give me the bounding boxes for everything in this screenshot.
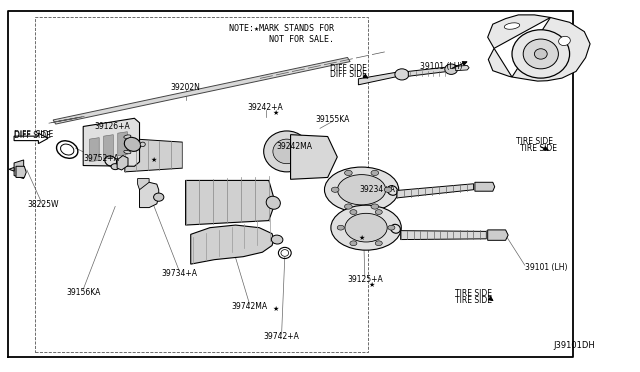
Text: ★: ★	[272, 110, 278, 116]
Ellipse shape	[344, 170, 352, 176]
Text: NOTE:★MARK STANDS FOR
        NOT FOR SALE.: NOTE:★MARK STANDS FOR NOT FOR SALE.	[229, 24, 334, 44]
Ellipse shape	[375, 241, 382, 246]
Polygon shape	[488, 48, 512, 77]
Ellipse shape	[445, 64, 458, 74]
Text: 39752+A: 39752+A	[83, 154, 119, 163]
Ellipse shape	[375, 210, 382, 215]
Polygon shape	[191, 225, 274, 264]
Ellipse shape	[512, 30, 570, 78]
Ellipse shape	[154, 193, 164, 201]
Text: DIFF  SIDE: DIFF SIDE	[14, 130, 53, 139]
Ellipse shape	[124, 135, 131, 138]
Ellipse shape	[281, 250, 289, 256]
Polygon shape	[456, 65, 469, 71]
Polygon shape	[14, 133, 48, 144]
Ellipse shape	[124, 137, 141, 151]
Ellipse shape	[350, 241, 357, 246]
Polygon shape	[488, 15, 550, 48]
Polygon shape	[16, 166, 26, 177]
Text: 39126+A: 39126+A	[94, 122, 130, 131]
Text: 39156KA: 39156KA	[66, 288, 100, 296]
Text: DIFF SIDE: DIFF SIDE	[330, 64, 367, 73]
Text: 39101 (LH): 39101 (LH)	[525, 263, 567, 272]
Polygon shape	[9, 167, 14, 171]
Polygon shape	[358, 72, 397, 85]
Ellipse shape	[332, 187, 339, 192]
Polygon shape	[140, 182, 159, 208]
Ellipse shape	[388, 225, 395, 230]
Ellipse shape	[344, 204, 352, 209]
Polygon shape	[488, 230, 508, 240]
Polygon shape	[512, 17, 590, 81]
Text: TIRE SIDE: TIRE SIDE	[455, 296, 492, 305]
Polygon shape	[14, 160, 24, 179]
Polygon shape	[125, 138, 182, 172]
Ellipse shape	[337, 174, 386, 205]
Text: 39101 (LH): 39101 (LH)	[420, 62, 463, 71]
Ellipse shape	[324, 167, 399, 212]
Polygon shape	[53, 57, 350, 124]
Text: 39742+A: 39742+A	[264, 332, 300, 341]
Polygon shape	[291, 135, 337, 179]
Ellipse shape	[266, 196, 280, 209]
Polygon shape	[138, 179, 149, 190]
Text: TIRE SIDE: TIRE SIDE	[455, 289, 492, 298]
Ellipse shape	[111, 164, 120, 170]
Ellipse shape	[61, 144, 74, 155]
Text: TIRE SIDE: TIRE SIDE	[520, 144, 557, 153]
Text: 39125+A: 39125+A	[347, 275, 383, 283]
Ellipse shape	[371, 204, 379, 209]
Ellipse shape	[534, 49, 547, 59]
Ellipse shape	[271, 235, 283, 244]
Polygon shape	[401, 231, 486, 240]
Ellipse shape	[124, 150, 131, 154]
Polygon shape	[475, 182, 495, 191]
Text: ★: ★	[368, 282, 374, 288]
Text: 39234+A: 39234+A	[360, 185, 396, 194]
Polygon shape	[118, 132, 127, 156]
Ellipse shape	[559, 36, 570, 45]
Polygon shape	[117, 155, 128, 170]
Text: ★: ★	[272, 306, 278, 312]
Text: ★: ★	[358, 235, 365, 241]
Text: 39734+A: 39734+A	[161, 269, 197, 278]
Polygon shape	[104, 135, 113, 159]
Ellipse shape	[140, 142, 145, 147]
Ellipse shape	[384, 187, 392, 192]
Ellipse shape	[337, 225, 344, 230]
Text: 39202N: 39202N	[171, 83, 200, 92]
Ellipse shape	[350, 210, 357, 215]
Ellipse shape	[273, 139, 301, 164]
Text: ★: ★	[150, 157, 157, 163]
Text: TIRE SIDE: TIRE SIDE	[516, 137, 553, 146]
Polygon shape	[83, 118, 140, 166]
Text: 38225W: 38225W	[28, 200, 60, 209]
Text: 39242MA: 39242MA	[276, 142, 312, 151]
Ellipse shape	[264, 131, 310, 172]
Text: 39242+A: 39242+A	[248, 103, 284, 112]
Ellipse shape	[523, 39, 558, 69]
Polygon shape	[186, 180, 275, 225]
Text: 39155KA: 39155KA	[316, 115, 350, 124]
Polygon shape	[90, 138, 99, 162]
Ellipse shape	[395, 69, 409, 80]
Text: J39101DH: J39101DH	[554, 341, 595, 350]
Ellipse shape	[331, 205, 401, 250]
Ellipse shape	[371, 170, 379, 176]
Text: DIFF SIDE: DIFF SIDE	[14, 131, 51, 140]
Ellipse shape	[504, 23, 520, 29]
Text: DIFF SIDE: DIFF SIDE	[330, 70, 367, 79]
Ellipse shape	[345, 213, 387, 242]
Polygon shape	[397, 184, 474, 198]
Polygon shape	[408, 67, 448, 76]
Text: 39742MA: 39742MA	[232, 302, 268, 311]
